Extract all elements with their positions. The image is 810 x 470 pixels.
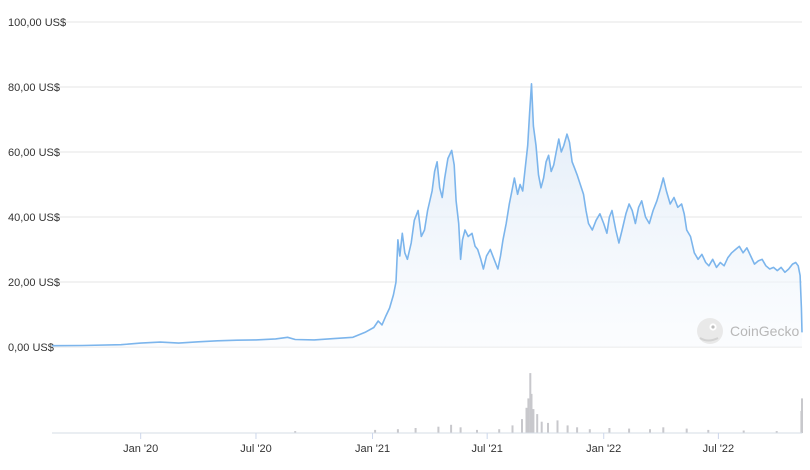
y-tick-label: 0,00 US$ xyxy=(8,342,54,354)
volume-bar xyxy=(437,426,440,433)
volume-bar xyxy=(576,427,579,433)
volume-bar xyxy=(511,425,514,433)
y-tick-label: 40,00 US$ xyxy=(8,212,60,224)
price-line-path xyxy=(51,83,803,347)
volume-bar xyxy=(536,414,539,433)
volume-bar xyxy=(742,430,745,433)
volume-bar xyxy=(547,422,549,433)
y-axis-labels: 0,00 US$ 20,00 US$ 40,00 US$ 60,00 US$ 80,00… xyxy=(8,17,66,354)
volume-bar xyxy=(801,398,803,434)
watermark-text: CoinGecko xyxy=(730,323,799,339)
y-tick-label: 100,00 US$ xyxy=(8,17,66,29)
volume-bar xyxy=(532,409,535,433)
y-tick-label: 20,00 US$ xyxy=(8,277,60,289)
volume-bar xyxy=(294,431,297,433)
volume-bar xyxy=(628,428,631,433)
volume-bar xyxy=(588,429,591,433)
volume-bar xyxy=(566,425,569,433)
volume-bar xyxy=(707,429,710,434)
volume-bar xyxy=(608,428,611,433)
volume-bar xyxy=(529,373,532,433)
volume-bar xyxy=(498,429,501,433)
y-tick-label: 60,00 US$ xyxy=(8,147,60,159)
x-tick-label: Jul '21 xyxy=(471,443,502,455)
volume-bar xyxy=(775,431,778,433)
volume-bar xyxy=(530,393,533,433)
y-tick-label: 80,00 US$ xyxy=(8,82,60,94)
price-line xyxy=(51,83,803,347)
x-tick-label: Jan '20 xyxy=(123,443,158,455)
volume-bar xyxy=(374,429,377,434)
coingecko-watermark: CoinGecko xyxy=(697,318,799,344)
volume-bar xyxy=(685,428,688,433)
x-tick-label: Jul '22 xyxy=(703,443,734,455)
volume-bars xyxy=(52,373,803,434)
x-tick-label: Jul '20 xyxy=(240,443,271,455)
coingecko-logo-icon xyxy=(697,318,723,344)
x-axis: Jan '20 Jul '20 Jan '21 Jul '21 Jan '22 Jul '… xyxy=(123,433,734,455)
volume-bar xyxy=(396,429,399,433)
volume-bar xyxy=(527,398,530,434)
volume-bar xyxy=(525,407,528,433)
volume-bar xyxy=(459,427,462,433)
volume-bar xyxy=(649,429,651,433)
volume-bar xyxy=(521,419,523,433)
volume-bar xyxy=(450,424,453,433)
volume-bar xyxy=(662,427,665,433)
volume-bar xyxy=(476,429,478,434)
volume-bar xyxy=(556,420,559,433)
x-tick-label: Jan '21 xyxy=(355,443,390,455)
x-tick-label: Jan '22 xyxy=(586,443,621,455)
volume-bar xyxy=(540,421,543,433)
volume-bar xyxy=(414,428,417,433)
